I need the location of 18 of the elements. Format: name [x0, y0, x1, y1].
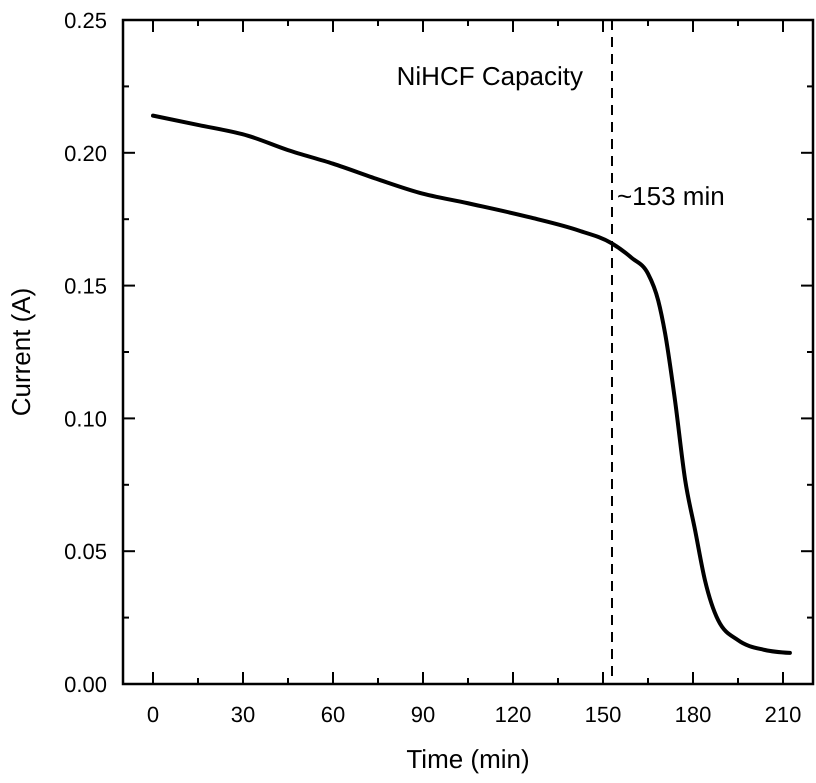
x-tick-label: 210 [764, 702, 802, 727]
x-tick-label: 60 [320, 702, 346, 727]
x-tick-label: 120 [494, 702, 532, 727]
y-tick-label: 0.00 [64, 672, 107, 697]
y-tick-label: 0.25 [64, 8, 107, 33]
ref-line-label: ~153 min [617, 181, 725, 211]
x-axis-title: Time (min) [406, 744, 530, 774]
y-tick-label: 0.05 [64, 539, 107, 564]
y-tick-label: 0.10 [64, 406, 107, 432]
y-tick-label: 0.15 [64, 274, 107, 299]
x-tick-label: 90 [410, 702, 436, 727]
x-tick-label: 180 [674, 702, 712, 727]
annotation: NiHCF Capacity [396, 61, 583, 91]
y-tick-label: 0.20 [64, 140, 107, 166]
x-tick-label: 30 [230, 702, 256, 727]
x-tick-label: 0 [146, 702, 160, 727]
x-tick-label: 150 [584, 702, 622, 727]
y-axis-title: Current (A) [6, 288, 36, 416]
